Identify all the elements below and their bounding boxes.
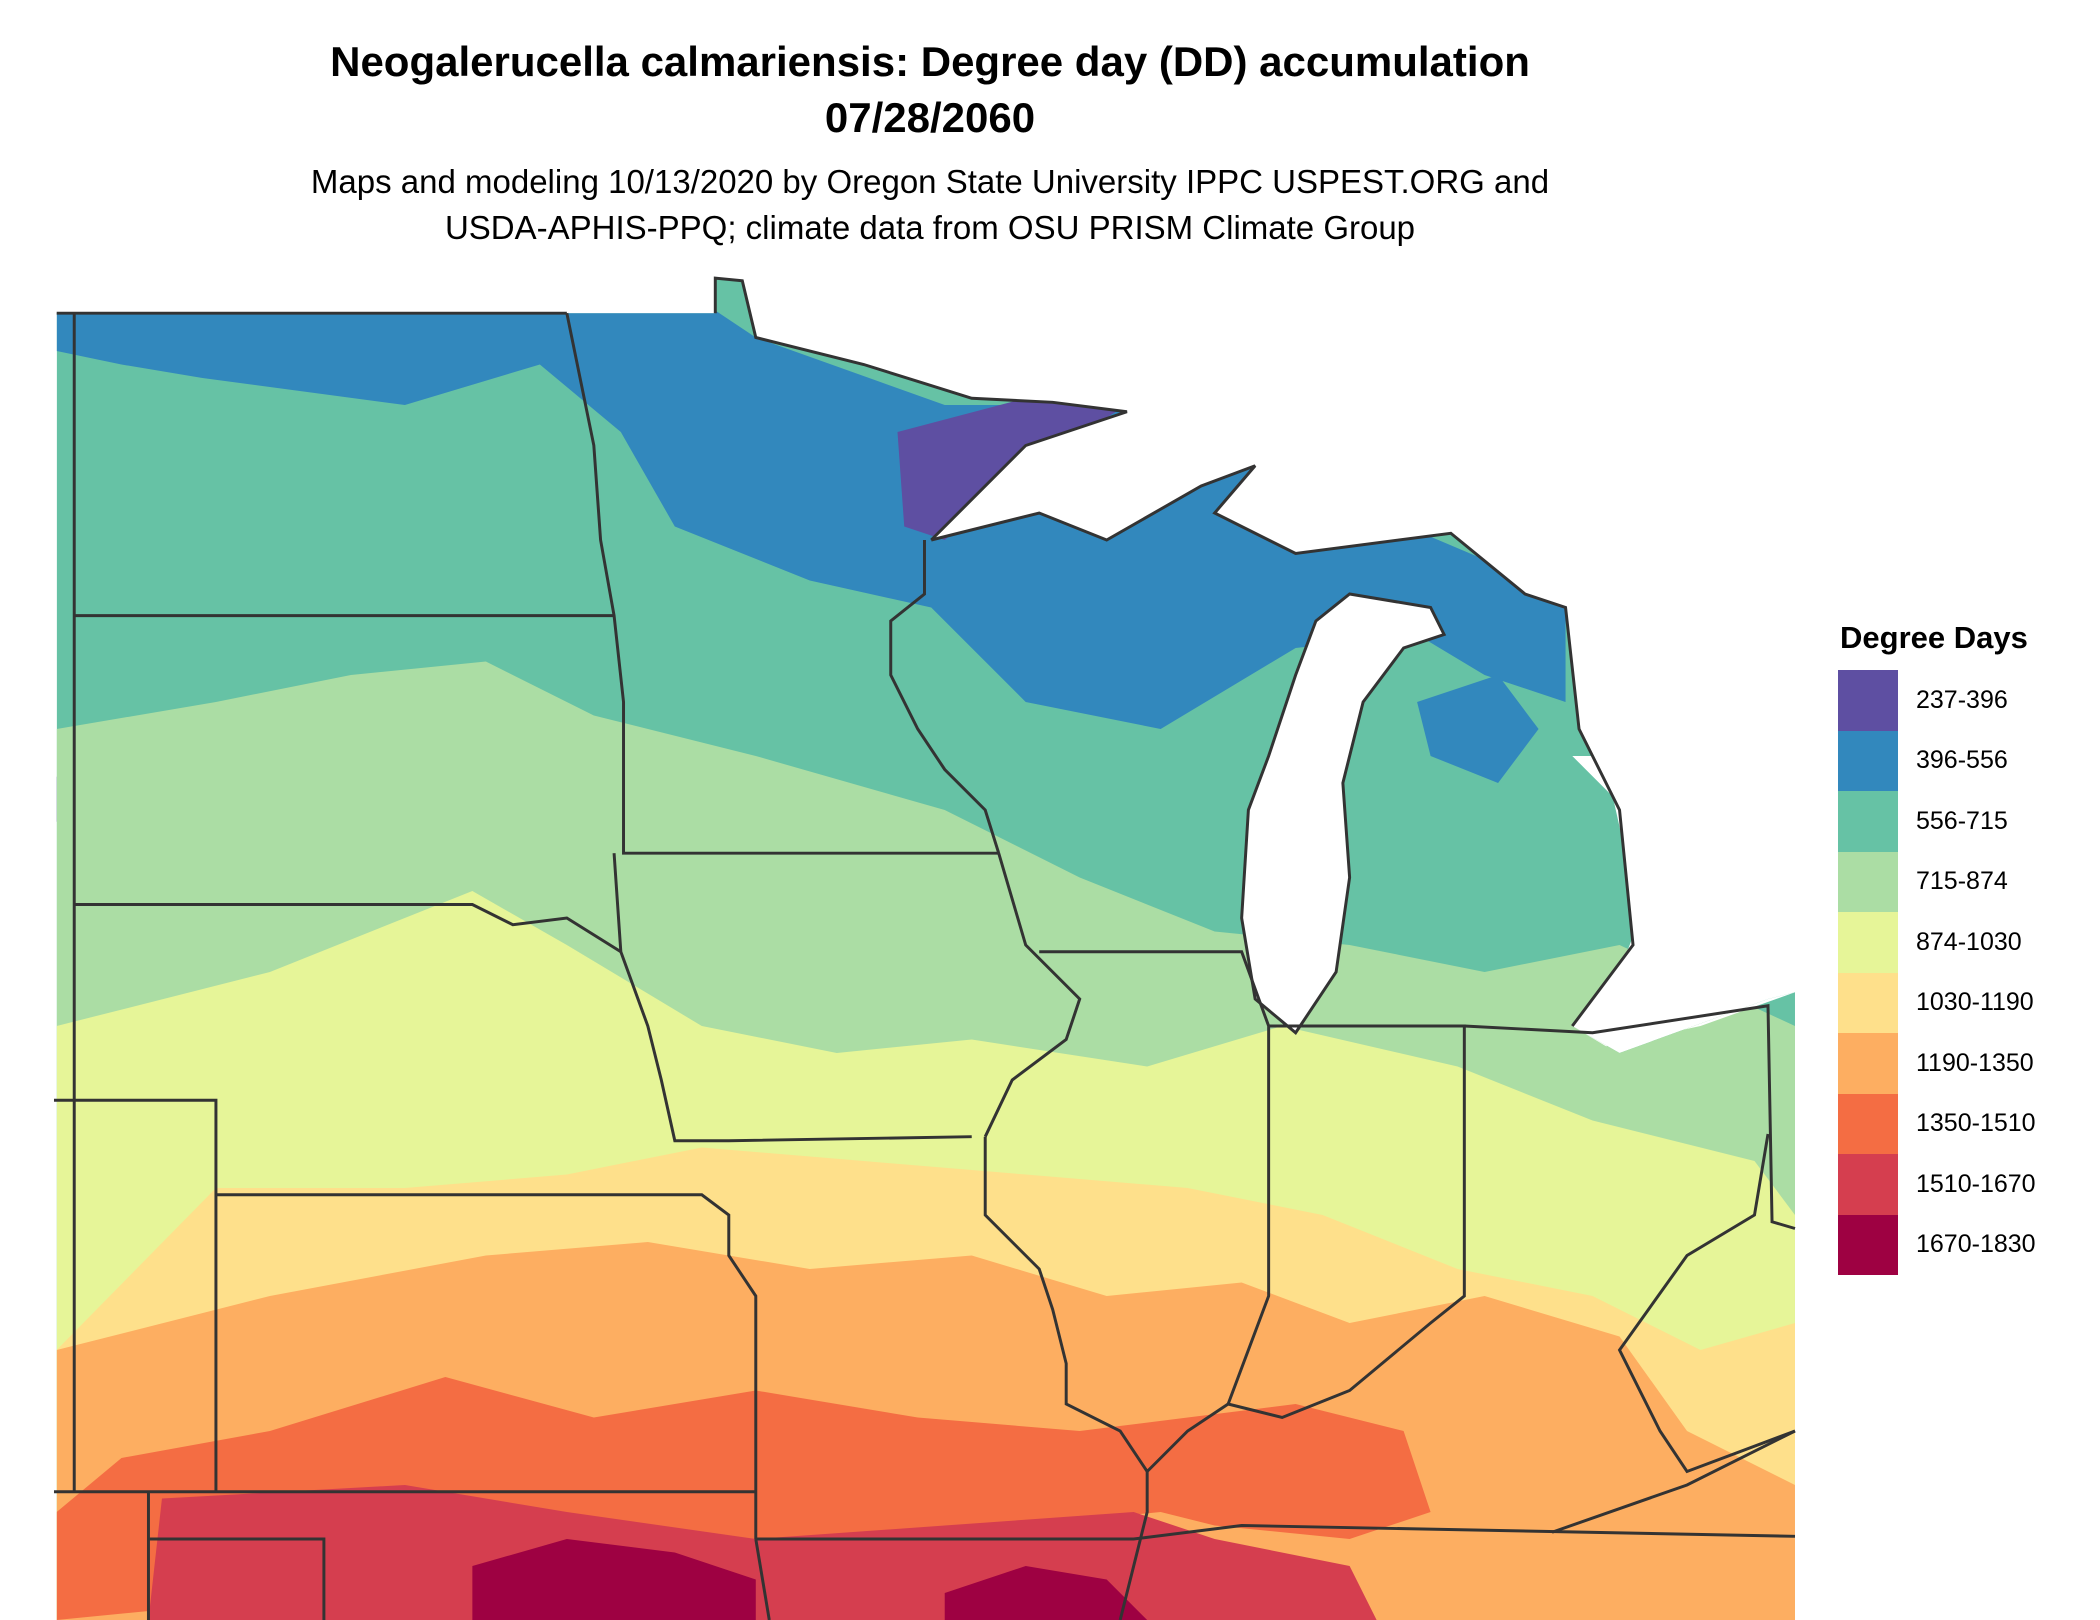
legend-label: 1510-1670 (1916, 1169, 2036, 1198)
region-1670-1830 (472, 1539, 756, 1620)
legend-item: 1510-1670 (1838, 1154, 2036, 1215)
legend-title: Degree Days (1840, 620, 2028, 655)
legend-swatch (1838, 1154, 1898, 1215)
legend-item: 715-874 (1838, 851, 2036, 912)
legend-swatch (1838, 1033, 1898, 1094)
legend-label: 396-556 (1916, 746, 2008, 775)
legend-item: 1670-1830 (1838, 1214, 2036, 1275)
legend-item: 874-1030 (1838, 912, 2036, 973)
legend-item: 1030-1190 (1838, 972, 2036, 1033)
legend-swatch (1838, 1093, 1898, 1154)
legend-label: 1030-1190 (1916, 988, 2034, 1017)
subtitle-line-2: USDA-APHIS-PPQ; climate data from OSU PR… (444, 209, 1416, 246)
legend-item: 237-396 (1838, 670, 2036, 731)
subtitle-line-1: Maps and modeling 10/13/2020 by Oregon S… (310, 163, 1550, 200)
legend-label: 556-715 (1916, 806, 2008, 835)
legend: Degree Days 237-396 396-556 556-715 715-874… (1838, 620, 2036, 1275)
legend-label: 874-1030 (1916, 927, 2022, 956)
legend-item: 556-715 (1838, 791, 2036, 852)
legend-label: 1190-1350 (1916, 1048, 2034, 1077)
legend-swatch (1838, 670, 1898, 731)
region-396-556-michigan (1417, 675, 1539, 783)
legend-swatch (1838, 851, 1898, 912)
map-date: 07/28/2060 (824, 94, 1036, 141)
legend-item: 1190-1350 (1838, 1033, 2036, 1094)
legend-item: 396-556 (1838, 730, 2036, 791)
legend-swatch (1838, 791, 1898, 852)
region-east-south (1592, 1539, 1795, 1620)
region-396-556 (56, 310, 1566, 729)
legend-label: 715-874 (1916, 867, 2008, 896)
legend-label: 237-396 (1916, 685, 2008, 714)
region-1670-1830-east (944, 1566, 1148, 1620)
lake-michigan (1241, 594, 1445, 1033)
legend-swatch (1838, 1214, 1898, 1275)
legend-swatch (1838, 912, 1898, 973)
legend-swatch (1838, 730, 1898, 791)
legend-label: 1670-1830 (1916, 1230, 2036, 1259)
map-title: Neogalerucella calmariensis: Degree day … (330, 38, 1530, 85)
legend-item: 1350-1510 (1838, 1093, 2036, 1154)
state-borders (53, 276, 1796, 1620)
legend-label: 1350-1510 (1916, 1109, 2036, 1138)
legend-swatch (1838, 972, 1898, 1033)
